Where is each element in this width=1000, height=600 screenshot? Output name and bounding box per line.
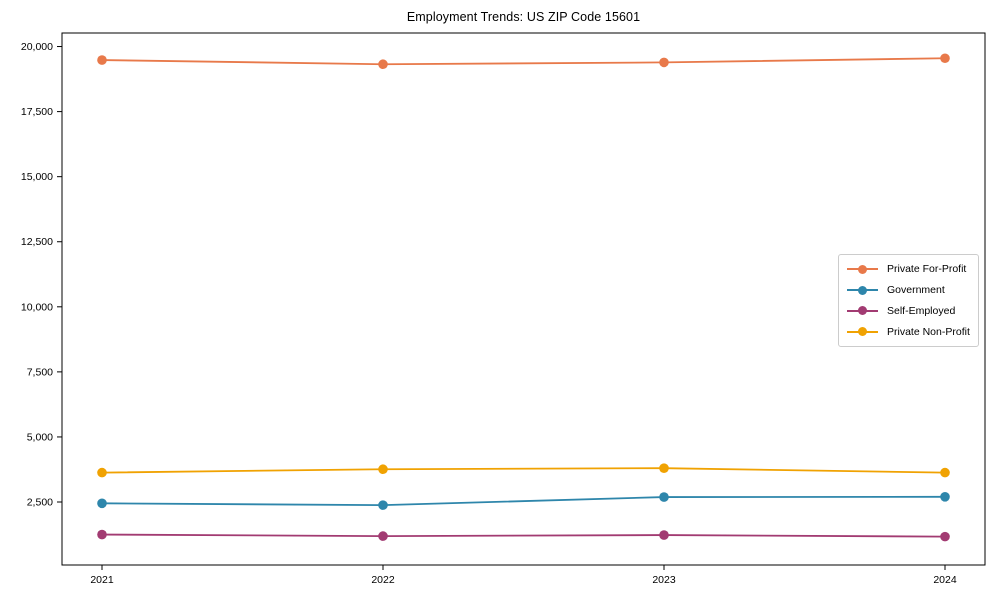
y-tick-label: 5,000 <box>27 431 53 443</box>
y-tick-label: 7,500 <box>27 366 53 378</box>
y-tick-label: 10,000 <box>21 301 53 313</box>
data-point-marker <box>940 467 950 478</box>
legend-item: Private For-Profit <box>847 259 970 279</box>
series-line <box>101 57 946 66</box>
data-point-marker <box>659 57 669 68</box>
y-tick-label: 20,000 <box>21 41 53 53</box>
x-tick-label: 2024 <box>933 574 957 586</box>
legend-line-marker-swatch <box>847 327 878 337</box>
data-point-marker <box>940 531 950 542</box>
series-line <box>101 533 946 538</box>
legend-label: Self-Employed <box>887 304 956 317</box>
y-tick-label: 2,500 <box>27 497 53 509</box>
series-line <box>101 495 946 507</box>
data-point-marker <box>378 59 388 70</box>
y-tick-label: 17,500 <box>21 106 53 118</box>
data-point-marker <box>378 531 388 541</box>
data-point-marker <box>97 55 107 65</box>
x-tick-label: 2022 <box>371 574 395 586</box>
y-tick-label: 15,000 <box>21 171 53 183</box>
data-point-marker <box>659 463 669 473</box>
legend-line-marker-swatch <box>847 264 878 274</box>
data-point-marker <box>97 529 107 540</box>
x-tick-label: 2023 <box>652 574 676 586</box>
data-point-marker <box>659 492 669 502</box>
x-tick-label: 2021 <box>90 574 114 586</box>
series-line <box>101 467 946 474</box>
legend-item: Self-Employed <box>847 301 970 321</box>
y-tick-label: 12,500 <box>21 236 53 248</box>
legend-item: Private Non-Profit <box>847 322 970 342</box>
legend-label: Private Non-Profit <box>887 325 970 338</box>
chart-title: Employment Trends: US ZIP Code 15601 <box>406 10 641 24</box>
data-point-marker <box>378 500 388 510</box>
legend: Private For-Profit Government Self-Emplo… <box>838 254 979 347</box>
data-point-marker <box>659 530 669 540</box>
data-point-marker <box>378 464 388 475</box>
legend-label: Government <box>887 284 945 297</box>
legend-line-marker-swatch <box>847 306 878 316</box>
plot-border <box>61 32 986 566</box>
data-point-marker <box>940 492 950 502</box>
data-point-marker <box>97 467 107 478</box>
legend-label: Private For-Profit <box>887 263 967 276</box>
legend-item: Government <box>847 280 970 300</box>
data-point-marker <box>940 53 950 64</box>
legend-line-marker-swatch <box>847 285 878 295</box>
data-point-marker <box>97 498 107 509</box>
